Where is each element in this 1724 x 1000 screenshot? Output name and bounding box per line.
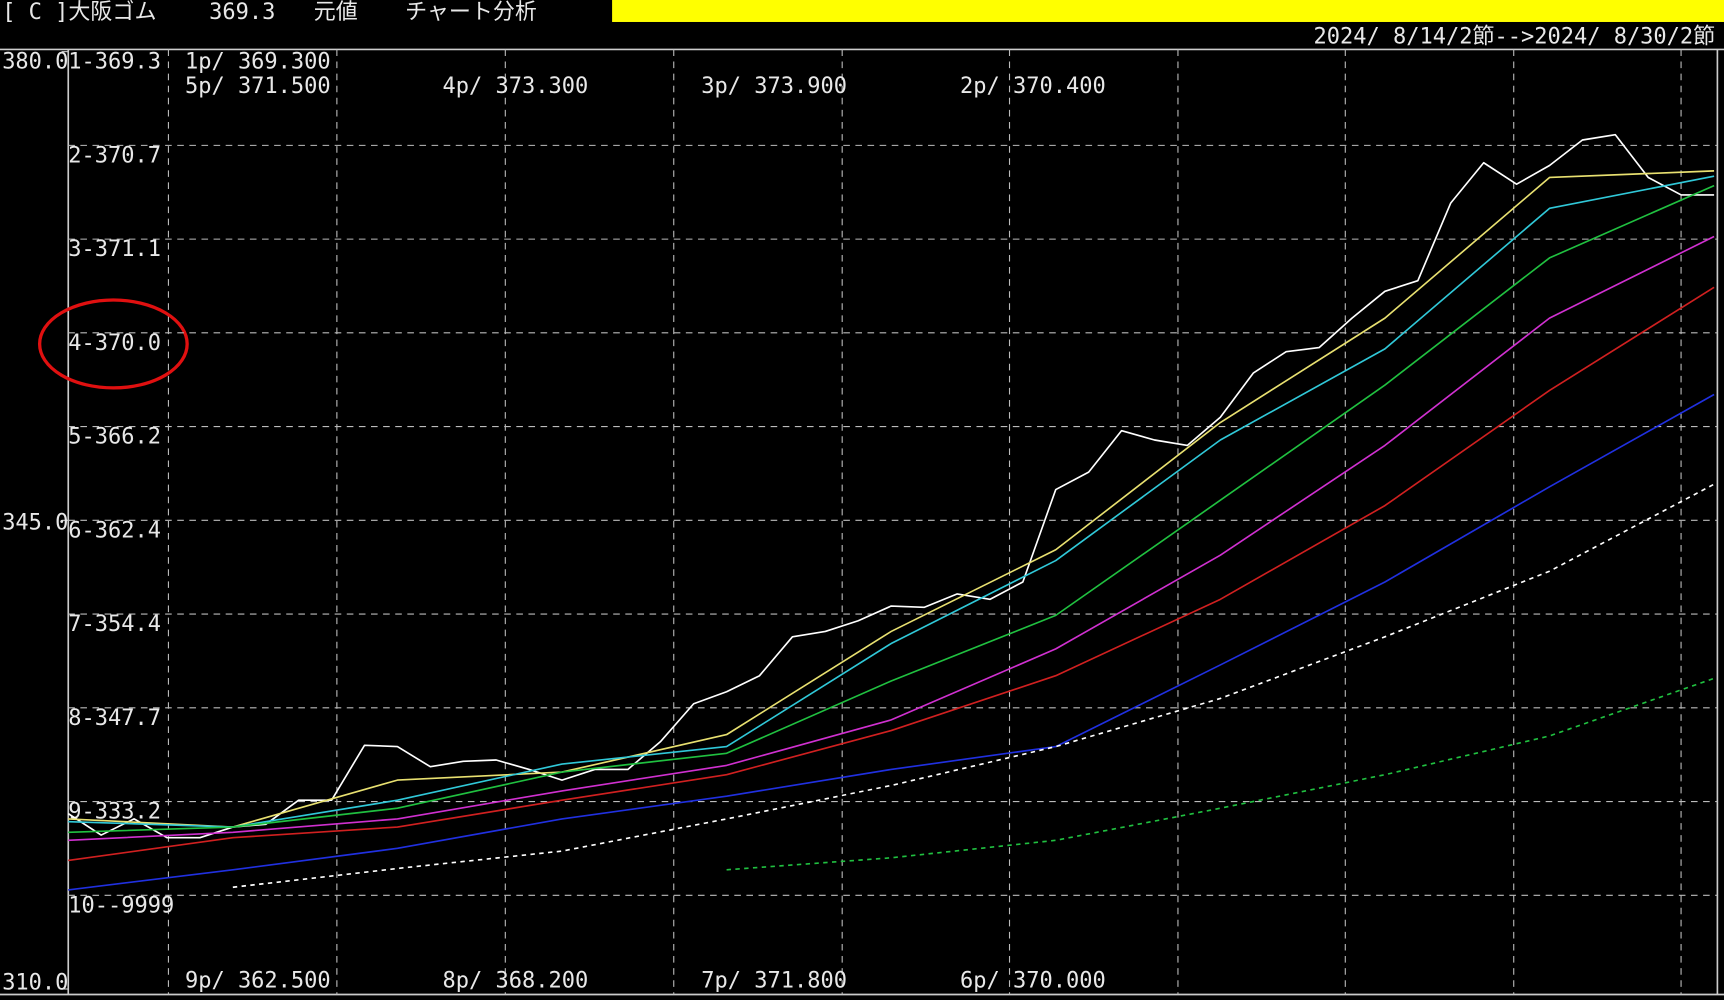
series-line [68,184,1715,834]
status-bar [612,0,1724,22]
series-line [68,393,1715,891]
row-label: 6-362.4 [68,518,161,543]
series-line [68,175,1715,828]
annotation: 8p/ 368.200 [443,968,589,993]
series-line [232,483,1715,889]
annotation: 5p/ 371.500 [185,74,331,99]
annotation: 9p/ 362.500 [185,968,331,993]
row-label: 8-347.7 [68,706,161,731]
series-line [68,286,1715,862]
row-label: 2-370.7 [68,143,161,168]
series-line [726,677,1715,871]
price-mode: 元値 [314,0,358,25]
series-line [67,133,1715,839]
highlight-circle [37,298,189,390]
row-label: 7-354.4 [68,612,161,637]
row-label: 3-371.1 [68,237,161,262]
row-label: 1-369.3 [68,50,161,75]
annotation: 4p/ 373.300 [443,74,589,99]
annotation: 1p/ 369.300 [185,50,331,75]
y-tick-label: 310.0 [2,971,68,996]
annotation: 7p/ 371.800 [701,968,847,993]
row-label: 4-370.0 [68,331,161,356]
row-label: 5-366.2 [68,425,161,450]
date-range: 2024/ 8/14/2節-->2024/ 8/30/2節 [1313,24,1715,49]
series-line [68,235,1715,842]
current-price: 369.3 [209,0,275,25]
annotation: 2p/ 370.400 [960,74,1106,99]
instrument-name: [ C ]大阪ゴム [2,0,156,25]
annotation: 6p/ 370.000 [960,968,1106,993]
y-tick-label: 380.0 [2,50,68,75]
menu-title[interactable]: チャート分析 [405,0,537,25]
vertical-grid [167,49,1682,995]
annotation: 3p/ 373.900 [701,74,847,99]
y-tick-label: 345.0 [2,511,68,536]
row-label: 10--9999 [68,893,174,918]
series-line [68,170,1715,828]
